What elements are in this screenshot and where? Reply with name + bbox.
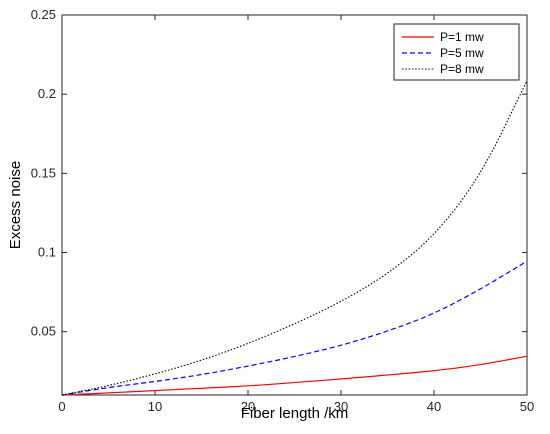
legend-label-1: P=1 mw — [440, 30, 484, 44]
legend: P=1 mw P=5 mw P=8 mw — [393, 23, 520, 81]
x-tick-label: 40 — [427, 399, 441, 414]
legend-label-2: P=5 mw — [440, 46, 484, 60]
series-layer — [61, 80, 528, 396]
x-tick-label: 20 — [241, 399, 255, 414]
legend-box — [393, 23, 520, 81]
x-axis-label: Fiber length /km — [241, 405, 349, 422]
y-axis-label: Excess noise — [7, 161, 24, 249]
y-tick-label: 0.2 — [38, 86, 56, 101]
ticks-layer: 0 10 20 30 40 50 0.05 0.1 0.15 0.2 0.25 — [31, 7, 535, 414]
x-tick-label: 30 — [334, 399, 348, 414]
series-line-2 — [61, 260, 528, 396]
x-tick-label: 50 — [520, 399, 534, 414]
series-line-3 — [61, 80, 528, 396]
series-line-1 — [61, 355, 528, 396]
legend-label-3: P=8 mw — [440, 62, 484, 76]
x-tick-label: 10 — [148, 399, 162, 414]
y-tick-label: 0.15 — [31, 165, 56, 180]
x-tick-label: 0 — [58, 399, 65, 414]
y-tick-label: 0.1 — [38, 245, 56, 260]
y-tick-label: 0.05 — [31, 324, 56, 339]
y-tick-label: 0.25 — [31, 7, 56, 22]
